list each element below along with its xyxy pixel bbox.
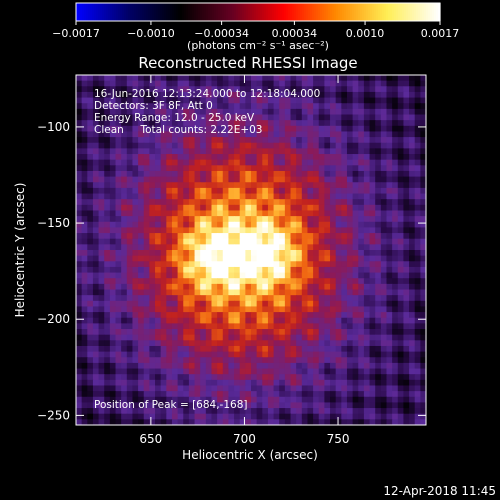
colorbar-tick-label: −0.00034 [194,27,249,40]
colorbar-gradient [76,3,441,21]
colorbar-tick-label: 0.00034 [272,27,318,40]
annotation-time-range: 16-Jun-2016 12:13:24.000 to 12:18:04.000 [94,88,320,100]
colorbar: −0.0017 −0.0010 −0.00034 0.00034 0.0010 0.001… [52,2,459,52]
annotation-peak-position: Position of Peak = [684,-168] [94,399,248,411]
annotation-block: 16-Jun-2016 12:13:24.000 to 12:18:04.000… [94,88,320,411]
colorbar-ticks: −0.0017 −0.0010 −0.00034 0.00034 0.0010 0.001… [52,21,459,40]
annotation-energy-range: Energy Range: 12.0 - 25.0 keV [94,112,255,124]
colorbar-tick-label: −0.0010 [127,27,175,40]
annotation-detectors: Detectors: 3F 8F, Att 0 [94,100,213,112]
plot-frame [75,74,427,426]
y-tick-label: −250 [37,408,70,422]
axis-ticks: 650 700 750 −100 −150 −200 −250 [37,75,426,446]
annotation-clean-counts: Clean Total counts: 2.22E+03 [94,124,263,136]
x-tick-label: 650 [139,432,162,446]
x-tick-label: 700 [233,432,256,446]
colorbar-unit-label: (photons cm⁻² s⁻¹ asec⁻²) [187,39,329,52]
colorbar-tick-label: 0.0017 [421,27,460,40]
plot-area: 650 700 750 −100 −150 −200 −250 [37,74,427,446]
footer-timestamp: 12-Apr-2018 11:45 [383,484,496,498]
x-axis-label: Heliocentric X (arcsec) [182,448,318,462]
y-tick-label: −200 [37,312,70,326]
chart-title: Reconstructed RHESSI Image [138,54,357,72]
heatmap-image [76,75,427,426]
x-tick-label: 750 [327,432,350,446]
y-axis-label: Heliocentric Y (arcsec) [13,183,27,318]
colorbar-tick-label: −0.0017 [52,27,100,40]
y-tick-label: −150 [37,216,70,230]
colorbar-frame [75,2,441,22]
y-tick-label: −100 [37,120,70,134]
colorbar-tick-label: 0.0010 [346,27,385,40]
